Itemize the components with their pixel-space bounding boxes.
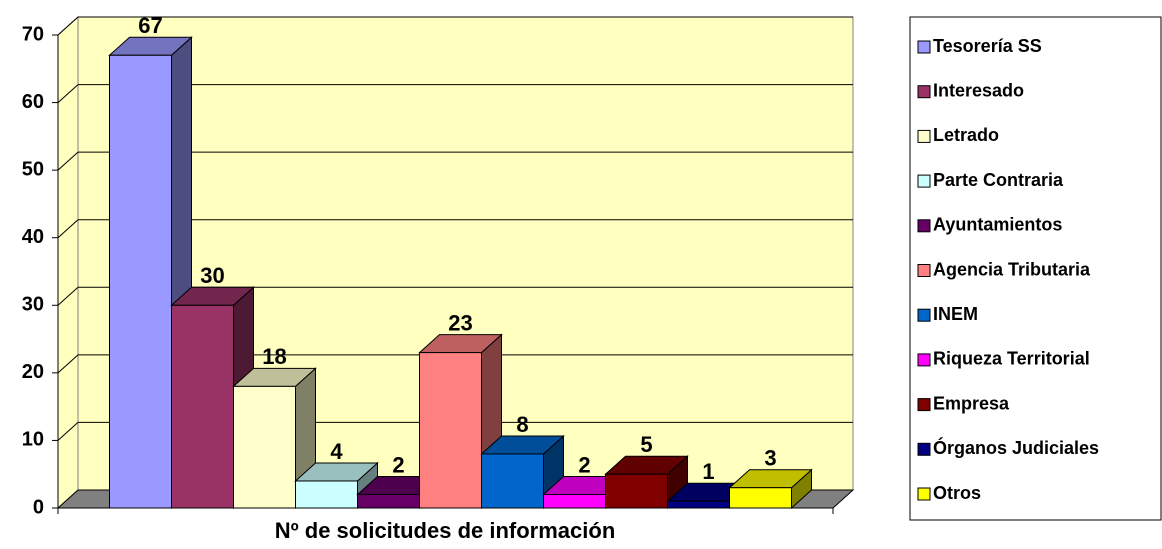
- y-tick-label: 10: [22, 429, 44, 451]
- side-wall: [57, 15, 79, 510]
- value-label: 23: [448, 310, 472, 335]
- grid-line: [57, 286, 79, 306]
- bar: [357, 493, 420, 509]
- value-label: 5: [640, 432, 652, 457]
- bar: [729, 487, 792, 509]
- value-label: 2: [392, 452, 404, 477]
- y-tick-label: 60: [22, 91, 44, 113]
- legend-label: Riqueza Territorial: [933, 349, 1090, 369]
- y-tick-label: 20: [22, 361, 44, 383]
- bar: [419, 352, 482, 509]
- legend-swatch: [917, 40, 931, 54]
- grid-line: [57, 354, 79, 374]
- bar: [295, 480, 358, 509]
- grid-line: [57, 151, 79, 171]
- legend-swatch: [917, 129, 931, 143]
- grid-line: [57, 219, 79, 239]
- value-label: 8: [516, 412, 528, 437]
- legend-swatch: [917, 219, 931, 233]
- bar: [233, 385, 296, 509]
- legend-swatch: [917, 85, 931, 99]
- legend-label: Empresa: [933, 393, 1010, 413]
- value-label: 30: [200, 263, 224, 288]
- legend-label: Otros: [933, 483, 981, 503]
- y-tick-label: 40: [22, 226, 44, 248]
- grid-line: [57, 84, 79, 103]
- value-label: 3: [764, 446, 776, 471]
- grid-line: [57, 16, 79, 36]
- legend-label: Órganos Judiciales: [933, 437, 1099, 458]
- bar: [481, 453, 544, 509]
- legend-label: Agencia Tributaria: [933, 259, 1091, 279]
- value-label: 67: [138, 13, 162, 38]
- legend-box: [909, 16, 1162, 521]
- value-label: 2: [578, 452, 590, 477]
- legend-label: Ayuntamientos: [933, 215, 1062, 235]
- bar: [171, 304, 234, 509]
- legend-label: INEM: [933, 304, 978, 324]
- y-tick-label: 0: [33, 496, 44, 518]
- legend-swatch: [917, 487, 931, 501]
- bar: [667, 500, 730, 509]
- legend-swatch: [917, 174, 931, 188]
- bar: [605, 473, 668, 509]
- legend-label: Parte Contraria: [933, 170, 1064, 190]
- value-label: 1: [702, 459, 714, 484]
- bar: [109, 54, 172, 509]
- value-label: 18: [262, 344, 286, 369]
- legend-label: Interesado: [933, 80, 1024, 100]
- y-tick-label: 50: [22, 158, 44, 180]
- legend-label: Letrado: [933, 125, 999, 145]
- x-axis-title: Nº de solicitudes de información: [275, 518, 616, 543]
- legend-swatch: [917, 353, 931, 367]
- bar: [543, 493, 606, 509]
- legend-swatch: [917, 308, 931, 322]
- grid-line: [57, 422, 79, 441]
- legend-swatch: [917, 442, 931, 456]
- y-tick-label: 30: [22, 294, 44, 316]
- legend-swatch: [917, 398, 931, 412]
- y-tick-label: 70: [22, 23, 44, 45]
- value-label: 4: [330, 439, 343, 464]
- legend-swatch: [917, 264, 931, 277]
- legend-label: Tesorería SS: [933, 36, 1042, 56]
